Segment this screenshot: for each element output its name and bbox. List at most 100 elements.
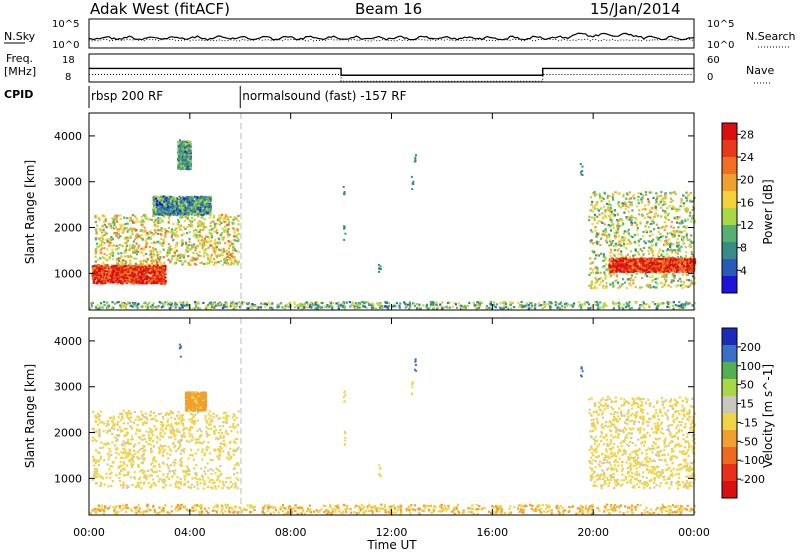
range-time-cell	[206, 211, 209, 214]
range-time-cell	[653, 215, 656, 218]
range-time-cell	[164, 273, 167, 276]
range-time-cell	[124, 242, 127, 245]
range-time-cell	[203, 201, 206, 204]
range-time-cell	[670, 248, 673, 251]
range-time-cell	[162, 243, 165, 247]
range-time-cell	[621, 224, 624, 227]
range-time-cell	[156, 199, 159, 202]
range-time-cell	[101, 236, 104, 239]
range-time-cell	[178, 209, 181, 212]
range-time-cell	[94, 277, 97, 280]
range-time-cell	[154, 248, 157, 251]
range-time-cell	[637, 244, 641, 247]
range-time-cell	[643, 240, 646, 243]
range-time-cell	[188, 155, 191, 158]
range-time-cell	[103, 276, 106, 279]
range-time-cell	[181, 161, 184, 164]
range-time-cell	[590, 241, 593, 244]
range-time-cell	[153, 200, 156, 203]
range-time-cell	[117, 247, 120, 250]
range-time-cell	[178, 216, 182, 219]
range-time-cell	[152, 208, 155, 211]
range-time-cell	[95, 268, 98, 271]
range-time-cell	[113, 276, 116, 279]
range-time-cell	[155, 211, 159, 214]
range-time-cell	[161, 211, 165, 214]
range-time-cell	[186, 216, 189, 219]
range-time-cell	[146, 275, 149, 278]
range-time-cell	[147, 236, 150, 239]
range-time-cell	[649, 264, 652, 268]
range-time-cell	[602, 206, 605, 209]
range-time-cell	[685, 191, 688, 194]
range-time-cell	[232, 262, 235, 265]
range-time-cell	[625, 247, 628, 250]
range-time-cell	[151, 280, 154, 283]
range-time-cell	[222, 238, 225, 241]
range-time-cell	[189, 153, 192, 156]
range-time-cell	[692, 255, 695, 259]
range-time-cell	[665, 261, 668, 264]
nave-line	[89, 73, 694, 82]
range-time-cell	[191, 245, 194, 249]
range-time-cell	[174, 261, 177, 264]
range-time-cell	[669, 200, 673, 203]
range-time-cell	[185, 213, 188, 216]
range-time-cell	[130, 279, 134, 282]
range-time-cell	[660, 275, 664, 278]
range-time-cell	[628, 240, 632, 243]
range-time-cell	[635, 218, 638, 221]
range-time-cell	[145, 277, 148, 281]
range-time-cell	[602, 234, 606, 237]
range-time-cell	[204, 240, 207, 243]
range-time-cell	[137, 250, 140, 253]
range-time-cell	[189, 164, 192, 167]
range-time-cell	[97, 237, 100, 240]
range-time-cell	[195, 198, 198, 201]
range-time-cell	[180, 207, 183, 211]
range-time-cell	[645, 193, 648, 196]
range-time-cell	[204, 204, 207, 207]
range-time-cell	[627, 228, 630, 231]
range-time-cell	[114, 248, 117, 251]
range-time-cell	[154, 268, 157, 271]
range-time-cell	[609, 283, 612, 286]
range-time-cell	[159, 266, 162, 269]
range-time-cell	[595, 271, 598, 275]
range-time-cell	[108, 241, 111, 244]
range-time-cell	[102, 276, 105, 279]
range-time-cell	[130, 270, 133, 273]
range-time-cell	[630, 276, 633, 280]
range-time-cell	[156, 232, 159, 235]
range-time-cell	[650, 244, 653, 247]
range-time-cell	[624, 201, 627, 204]
range-time-cell	[160, 263, 163, 266]
range-time-cell	[690, 234, 693, 237]
range-time-cell	[690, 282, 693, 285]
range-time-cell	[644, 260, 647, 263]
range-time-cell	[686, 195, 689, 198]
range-time-cell	[104, 217, 107, 221]
range-time-cell	[187, 143, 191, 147]
range-time-cell	[604, 216, 608, 219]
range-time-cell	[101, 256, 105, 259]
range-time-cell	[156, 255, 159, 258]
range-time-cell	[195, 199, 198, 202]
range-time-cell	[214, 241, 217, 244]
range-time-cell	[119, 276, 122, 279]
range-time-cell	[213, 250, 216, 253]
range-time-cell	[233, 229, 236, 232]
range-time-cell	[198, 235, 201, 238]
range-time-cell	[196, 222, 199, 225]
range-time-cell	[193, 203, 196, 206]
range-time-cell	[140, 247, 143, 250]
range-time-cell	[177, 234, 180, 237]
range-time-cell	[623, 243, 626, 246]
range-time-cell	[616, 249, 619, 252]
range-time-cell	[196, 196, 199, 199]
range-time-cell	[171, 228, 174, 231]
range-time-cell	[111, 244, 115, 247]
range-time-cell	[679, 222, 682, 225]
range-time-cell	[621, 255, 624, 258]
range-time-cell	[116, 220, 119, 223]
